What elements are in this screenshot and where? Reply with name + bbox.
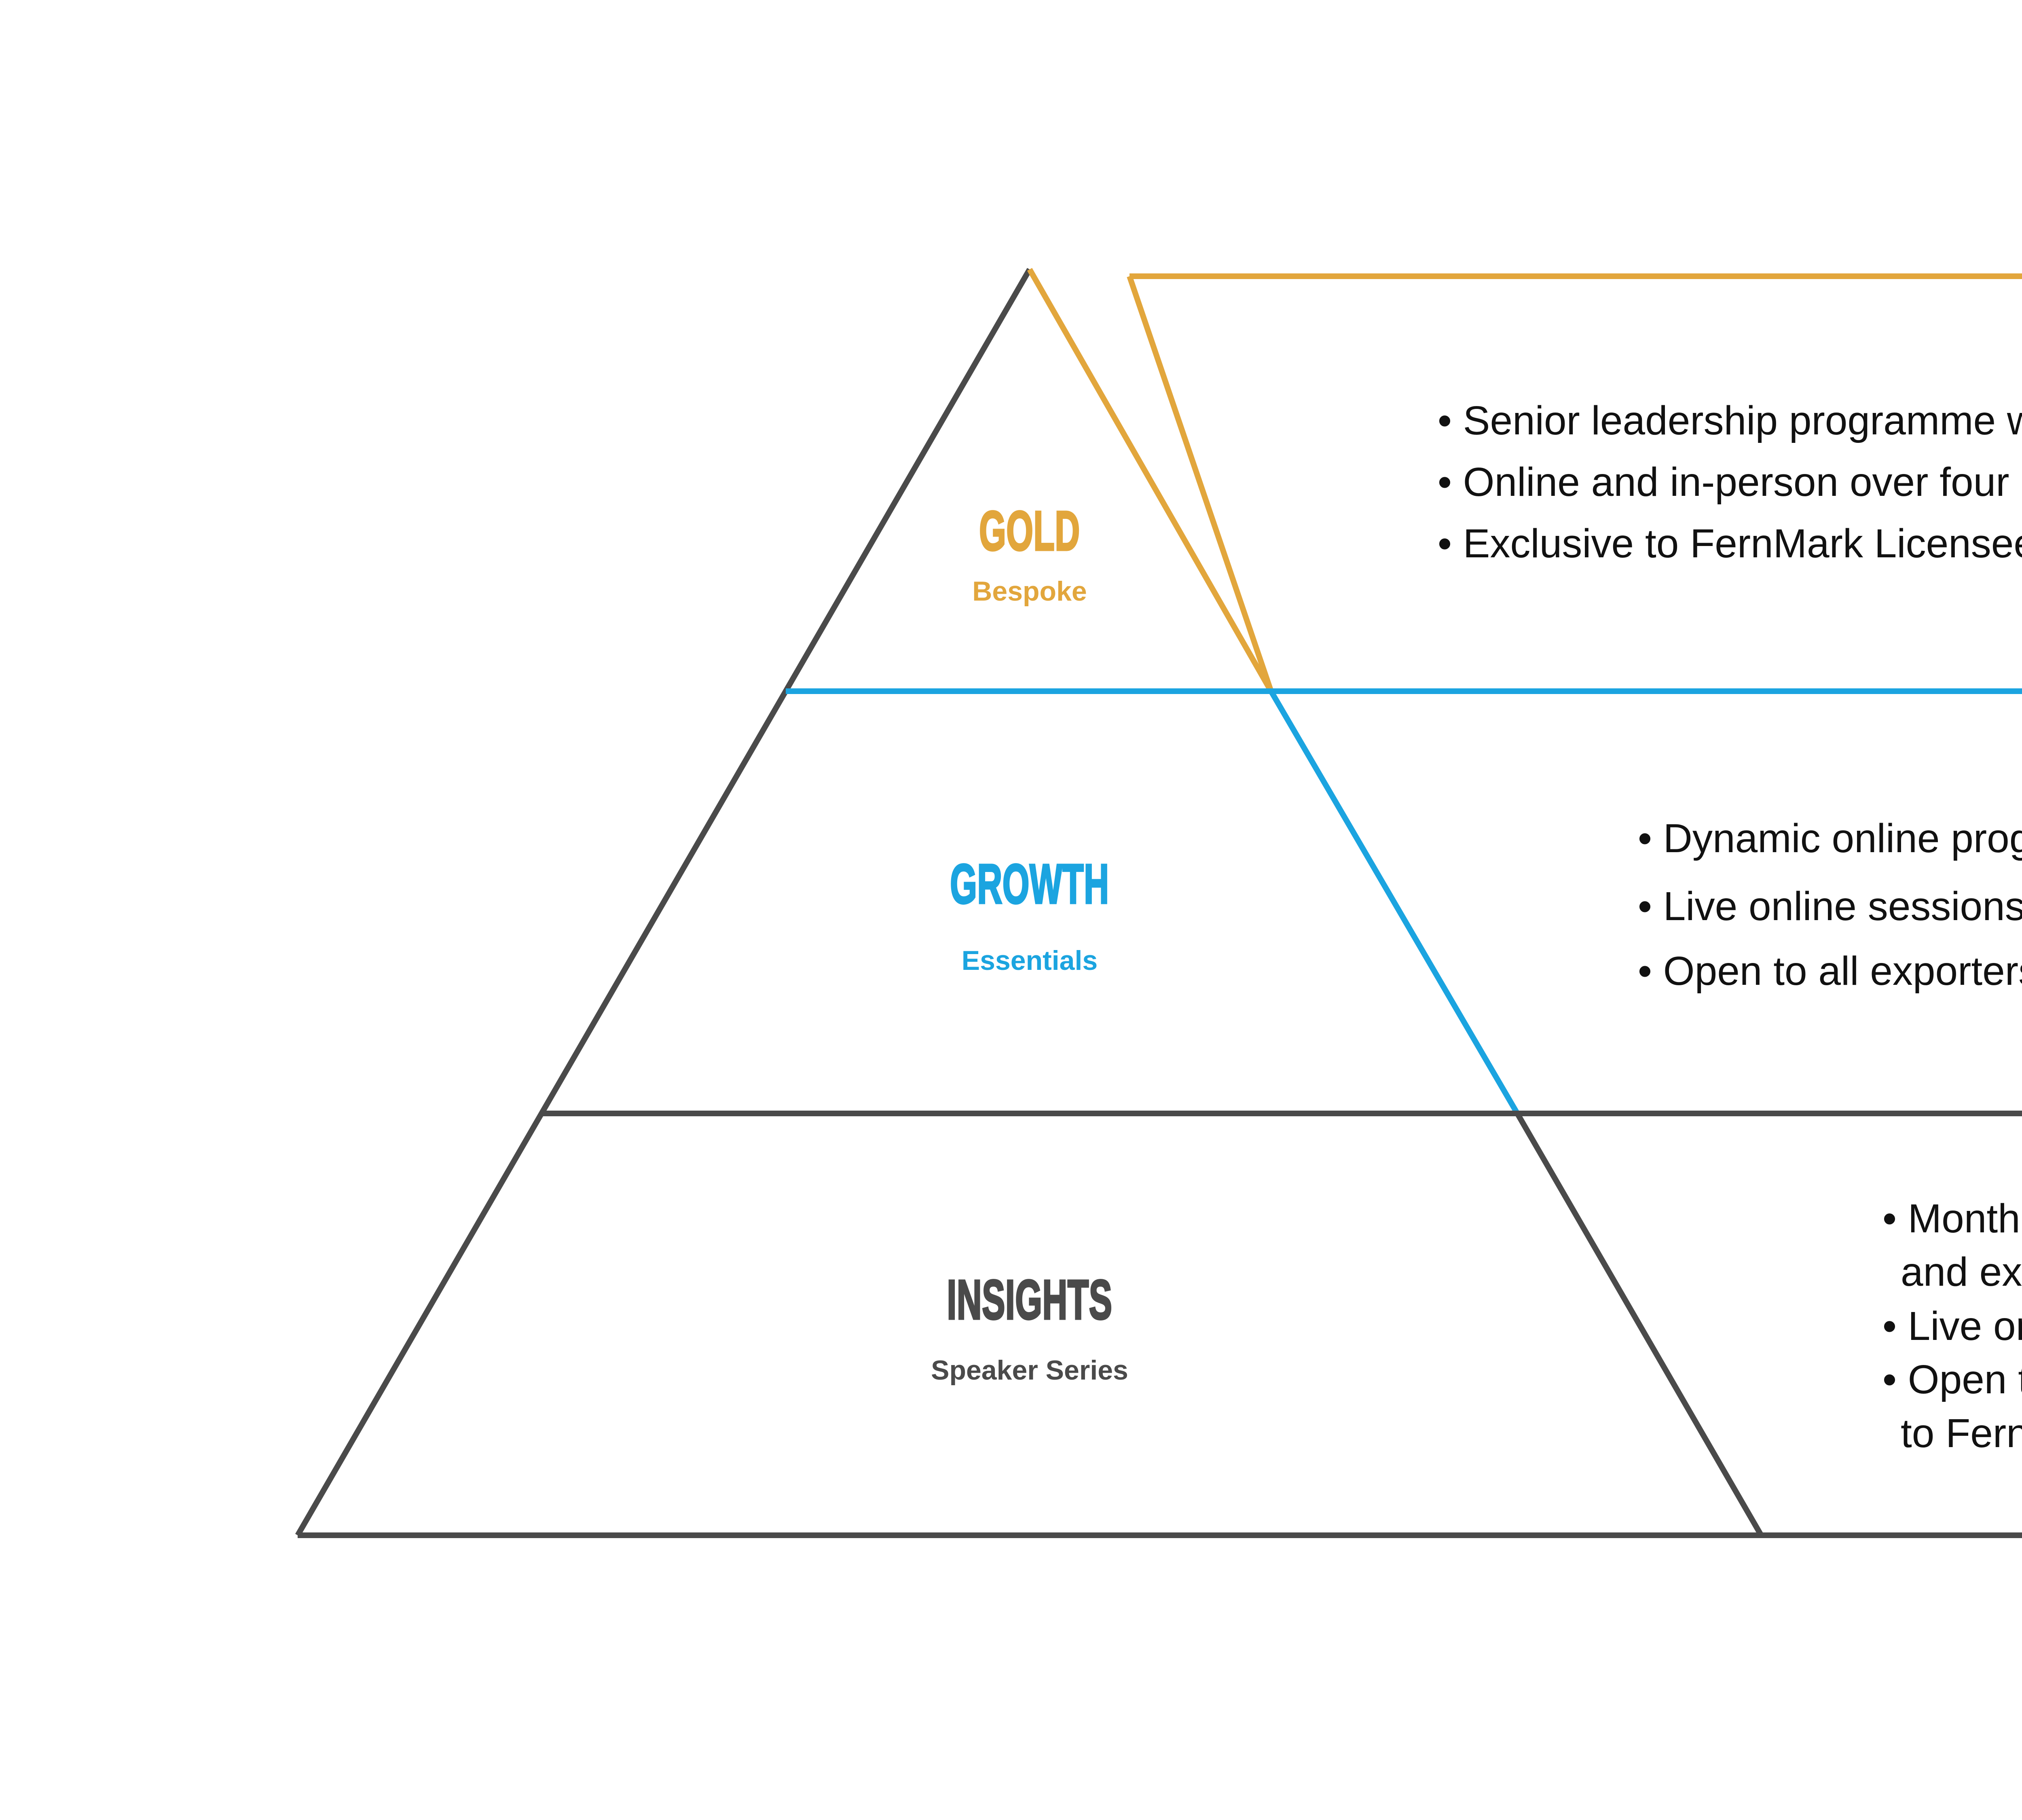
svg-text:• Dynamic online programme: • Dynamic online programme [1638, 816, 2022, 861]
svg-text:• Open to all exporters, disco: • Open to all exporters, discount for Fe… [1638, 948, 2022, 994]
svg-text:to FernMark Licensees: to FernMark Licensees [1901, 1411, 2022, 1456]
svg-text:• Senior leadership programme: • Senior leadership programme with indus… [1438, 398, 2022, 443]
svg-text:• Online and in-person over fo: • Online and in-person over four months [1438, 459, 2022, 505]
svg-text:GOLD: GOLD [979, 500, 1080, 562]
svg-text:INSIGHTS: INSIGHTS [947, 1269, 1113, 1331]
svg-text:• Monthly series featuring bus: • Monthly series featuring business lead… [1882, 1196, 2022, 1241]
svg-text:• Live online sessions over fi: • Live online sessions over five weeks [1638, 884, 2022, 929]
svg-text:Speaker Series: Speaker Series [931, 1355, 1128, 1386]
svg-text:and experts: and experts [1901, 1249, 2022, 1295]
svg-text:Bespoke: Bespoke [972, 576, 1087, 607]
svg-text:GROWTH: GROWTH [950, 853, 1109, 915]
svg-text:• Exclusive to FernMark Licens: • Exclusive to FernMark Licensees [1438, 521, 2022, 566]
svg-text:• Open to all exporters, recor: • Open to all exporters, recordings avai… [1882, 1357, 2022, 1402]
svg-text:Essentials: Essentials [962, 945, 1098, 976]
svg-text:• Live online 20-minute sessio: • Live online 20-minute sessions with Q&… [1882, 1304, 2022, 1349]
